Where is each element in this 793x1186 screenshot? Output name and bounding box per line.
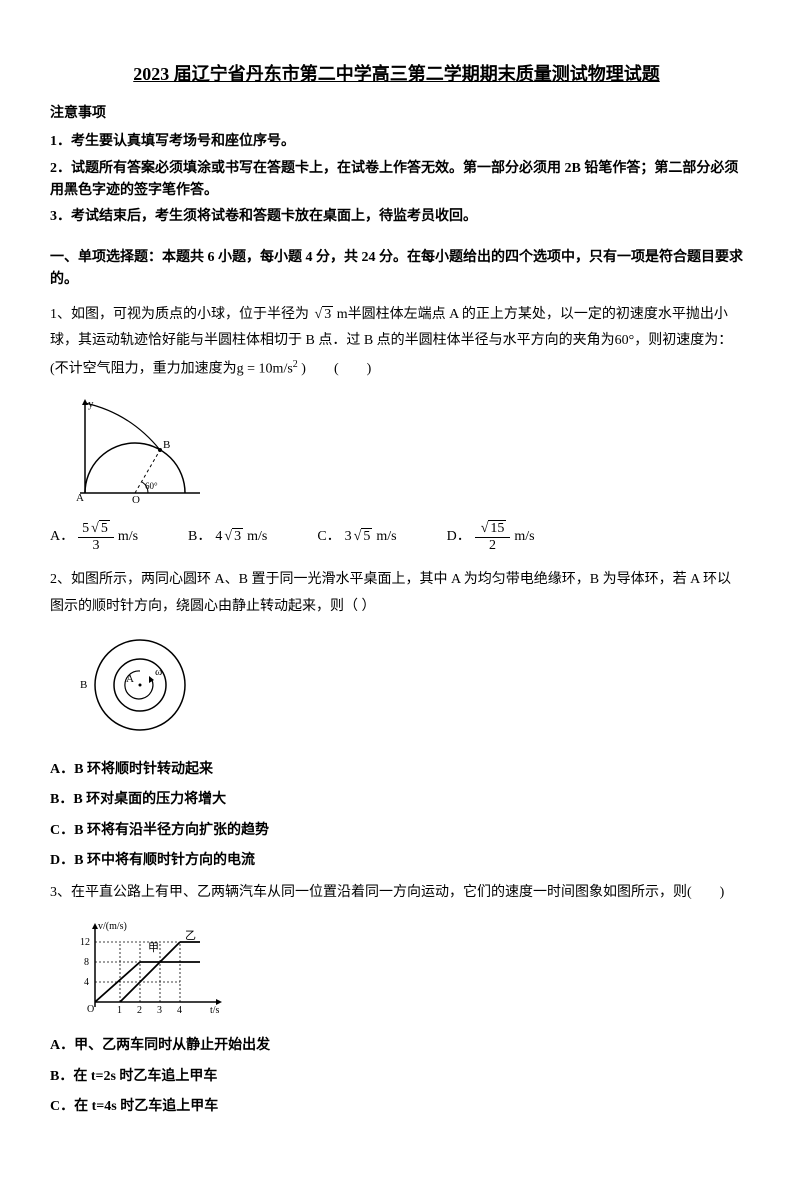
q2-diagram: A B ω bbox=[70, 630, 743, 748]
opt-label: B． bbox=[188, 526, 211, 548]
question-1: 1、如图，可视为质点的小球，位于半径为 3 m半圆柱体左端点 A 的正上方某处，… bbox=[50, 302, 743, 383]
value: 35 bbox=[345, 526, 373, 548]
q3-answers: A．甲、乙两车同时从静止开始出发 B．在 t=2s 时乙车追上甲车 C．在 t=… bbox=[50, 1035, 743, 1118]
q1-option-b: B． 43 m/s bbox=[188, 526, 267, 548]
svg-text:3: 3 bbox=[157, 1005, 162, 1016]
q1-diagram: A B O y 60° bbox=[70, 393, 743, 511]
q1-text-end: ) ( ) bbox=[301, 361, 371, 376]
q1-option-a: A． 55 3 m/s bbox=[50, 521, 138, 553]
fraction: 55 3 bbox=[78, 521, 114, 553]
q1-options: A． 55 3 m/s B． 43 m/s C． 35 m/s D． 15 2 … bbox=[50, 521, 743, 553]
q1-option-c: C． 35 m/s bbox=[317, 526, 396, 548]
question-2: 2、如图所示，两同心圆环 A、B 置于同一光滑水平桌面上，其中 A 为均匀带电绝… bbox=[50, 567, 743, 620]
unit: m/s bbox=[118, 526, 138, 548]
svg-text:B: B bbox=[80, 679, 87, 691]
fraction: 15 2 bbox=[475, 521, 511, 553]
opt-label: A． bbox=[50, 526, 74, 548]
svg-text:B: B bbox=[163, 439, 170, 451]
q1-option-d: D． 15 2 m/s bbox=[447, 521, 535, 553]
svg-text:O: O bbox=[132, 494, 140, 503]
svg-text:乙: 乙 bbox=[185, 929, 196, 942]
q2-answer-c: C．B 环将有沿半径方向扩张的趋势 bbox=[50, 820, 743, 842]
svg-text:y: y bbox=[88, 398, 94, 410]
svg-text:60°: 60° bbox=[145, 481, 158, 491]
svg-text:A: A bbox=[126, 673, 134, 685]
svg-text:ω: ω bbox=[155, 666, 162, 678]
svg-text:A: A bbox=[76, 492, 84, 503]
svg-text:4: 4 bbox=[177, 1005, 182, 1016]
question-3: 3、在平直公路上有甲、乙两辆汽车从同一位置沿着同一方向运动，它们的速度一时间图象… bbox=[50, 880, 743, 907]
q2-answer-d: D．B 环中将有顺时针方向的电流 bbox=[50, 850, 743, 872]
svg-text:4: 4 bbox=[84, 977, 89, 988]
svg-text:甲: 甲 bbox=[148, 942, 159, 954]
superscript-2: 2 bbox=[293, 359, 298, 370]
q3-answer-c: C．在 t=4s 时乙车追上甲车 bbox=[50, 1096, 743, 1118]
svg-text:2: 2 bbox=[137, 1005, 142, 1016]
q1-text-prefix: 1、如图，可视为质点的小球，位于半径为 bbox=[50, 307, 309, 322]
unit: m/s bbox=[376, 526, 396, 548]
svg-text:O: O bbox=[87, 1004, 94, 1015]
unit: m/s bbox=[247, 526, 267, 548]
q3-diagram: v/(m/s) t/s 4 8 12 1 2 3 4 O 甲 乙 bbox=[70, 917, 743, 1025]
unit: m/s bbox=[514, 526, 534, 548]
page-title: 2023 届辽宁省丹东市第二中学高三第二学期期末质量测试物理试题 bbox=[50, 60, 743, 89]
q3-answer-a: A．甲、乙两车同时从静止开始出发 bbox=[50, 1035, 743, 1057]
svg-text:8: 8 bbox=[84, 957, 89, 968]
svg-text:v/(m/s): v/(m/s) bbox=[98, 921, 127, 932]
opt-label: D． bbox=[447, 526, 471, 548]
opt-label: C． bbox=[317, 526, 340, 548]
notice-item-2: 2．试题所有答案必须填涂或书写在答题卡上，在试卷上作答无效。第一部分必须用 2B… bbox=[50, 158, 743, 203]
notice-heading: 注意事项 bbox=[50, 103, 743, 125]
q2-answers: A．B 环将顺时针转动起来 B．B 环对桌面的压力将增大 C．B 环将有沿半径方… bbox=[50, 759, 743, 873]
q3-answer-b: B．在 t=2s 时乙车追上甲车 bbox=[50, 1066, 743, 1088]
sqrt-3: 3 bbox=[313, 302, 334, 329]
q2-answer-b: B．B 环对桌面的压力将增大 bbox=[50, 789, 743, 811]
section-1-description: 一、单项选择题：本题共 6 小题，每小题 4 分，共 24 分。在每小题给出的四… bbox=[50, 247, 743, 292]
value: 43 bbox=[215, 526, 243, 548]
notice-item-3: 3．考试结束后，考生须将试卷和答题卡放在桌面上，待监考员收回。 bbox=[50, 206, 743, 228]
q2-answer-a: A．B 环将顺时针转动起来 bbox=[50, 759, 743, 781]
notice-item-1: 1．考生要认真填写考场号和座位序号。 bbox=[50, 131, 743, 153]
svg-text:12: 12 bbox=[80, 937, 90, 948]
svg-text:t/s: t/s bbox=[210, 1005, 220, 1016]
svg-text:1: 1 bbox=[117, 1005, 122, 1016]
